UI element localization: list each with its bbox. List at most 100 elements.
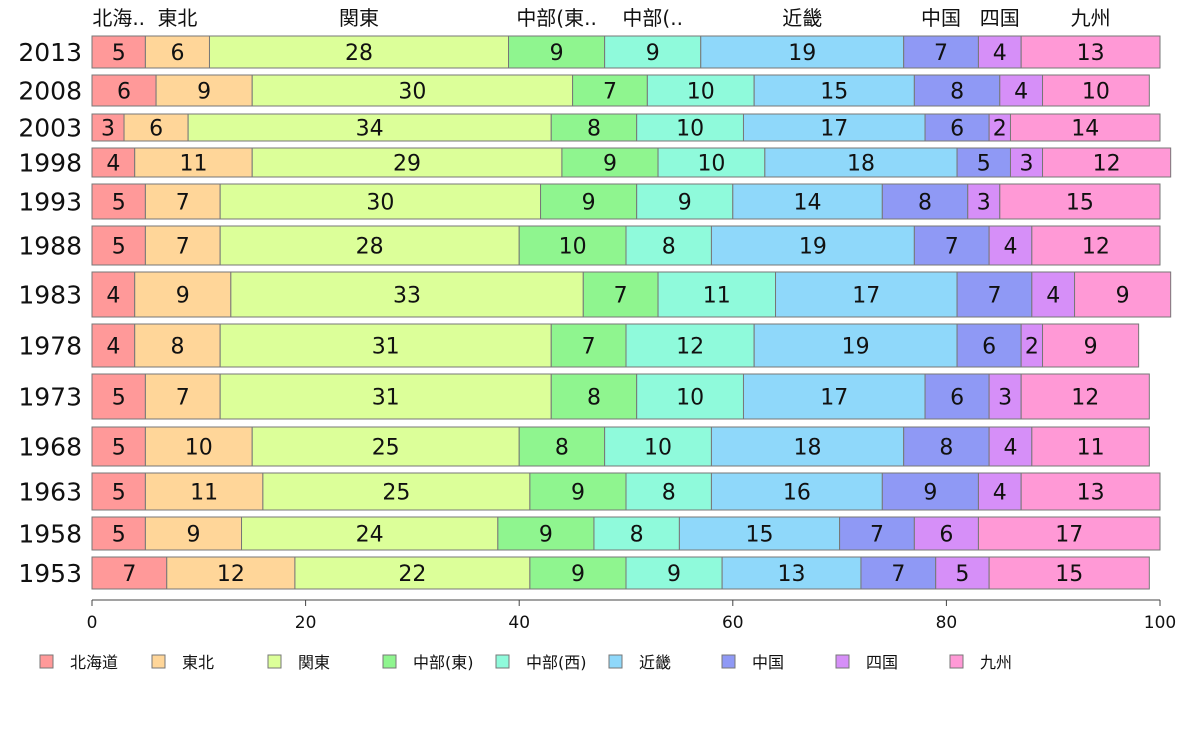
bar-segment — [956, 323, 1022, 368]
legend-swatch — [382, 654, 397, 669]
bar-segment — [144, 225, 221, 266]
bar-segment — [999, 183, 1161, 220]
data-label: 9 — [923, 481, 937, 506]
bar-segment — [144, 516, 243, 551]
data-label: 5 — [955, 562, 969, 587]
legend-item: 北海道 — [39, 653, 118, 672]
data-label: 4 — [1003, 436, 1017, 461]
bar-segment — [166, 556, 296, 590]
bar-segment — [1042, 147, 1172, 178]
bar-segment — [636, 373, 744, 420]
bar-segment — [529, 556, 627, 590]
legend-label: 九州 — [980, 653, 1012, 672]
data-label: 7 — [176, 386, 190, 411]
data-label: 9 — [646, 41, 660, 66]
data-label: 2 — [1025, 335, 1039, 360]
data-label: 10 — [676, 117, 704, 142]
legend-label: 四国 — [866, 653, 898, 672]
bar-segment — [219, 373, 552, 420]
legend-label: 関東 — [298, 653, 330, 672]
bar-segment — [956, 147, 1011, 178]
y-tick-label: 1983 — [18, 281, 82, 310]
data-label: 13 — [778, 562, 806, 587]
data-label: 8 — [918, 191, 932, 216]
data-label: 30 — [366, 191, 394, 216]
bar-segment — [775, 271, 958, 318]
y-tick-label: 1988 — [18, 232, 82, 261]
data-label: 6 — [950, 386, 964, 411]
data-label: 5 — [112, 523, 126, 548]
bar-segment — [924, 113, 990, 142]
data-label: 13 — [1077, 481, 1105, 506]
bar-segment — [1042, 74, 1150, 107]
data-label: 9 — [678, 191, 692, 216]
data-label: 15 — [820, 80, 848, 105]
bar-row-1988: 5 7 28 10 8 19 7 4 12 — [91, 225, 1161, 266]
bar-segment — [1074, 271, 1172, 318]
data-label: 13 — [1077, 41, 1105, 66]
data-label: 28 — [345, 41, 373, 66]
bar-row-1978: 4 8 31 7 12 19 6 2 9 — [91, 323, 1140, 368]
y-axis-labels: 2013 2008 2003 1998 1993 1988 1983 1978 1973 1968… — [18, 38, 82, 588]
data-label: 19 — [788, 41, 816, 66]
bar-segment — [91, 426, 146, 467]
legend-item: 中国 — [721, 653, 784, 672]
bar-segment — [646, 74, 755, 107]
x-axis: 0 20 40 60 80 100 — [87, 599, 1176, 633]
data-label: 9 — [582, 191, 596, 216]
data-label: 7 — [614, 284, 628, 309]
bar-segment — [636, 113, 744, 142]
data-label: 7 — [891, 562, 905, 587]
data-label: 5 — [112, 235, 126, 260]
data-label: 6 — [982, 335, 996, 360]
legend: 北海道 東北 関東 中部(東) 中部(西) 近畿 中国 四国 九州 — [39, 653, 1012, 672]
data-label: 28 — [356, 235, 384, 260]
y-tick-label: 1953 — [18, 559, 82, 588]
data-label: 5 — [112, 436, 126, 461]
bar-segment — [144, 426, 253, 467]
legend-label: 中国 — [752, 653, 784, 672]
bar-row-2003: 3 6 34 8 10 17 6 2 14 — [91, 113, 1161, 142]
data-label: 9 — [197, 80, 211, 105]
data-label: 6 — [950, 117, 964, 142]
bar-segment — [91, 74, 157, 107]
bar-segment — [1042, 323, 1140, 368]
y-tick-label: 1993 — [18, 188, 82, 217]
data-label: 10 — [687, 80, 715, 105]
data-label: 12 — [1093, 152, 1121, 177]
bar-row-1968: 5 10 25 8 10 18 8 4 11 — [91, 426, 1150, 467]
data-label: 10 — [185, 436, 213, 461]
bar-segment — [913, 74, 1001, 107]
bar-segment — [134, 271, 232, 318]
bar-segment — [251, 426, 520, 467]
data-label: 17 — [1055, 523, 1083, 548]
data-label: 24 — [356, 523, 384, 548]
data-label: 5 — [112, 386, 126, 411]
data-label: 12 — [676, 335, 704, 360]
data-label: 8 — [662, 481, 676, 506]
legend-label: 近畿 — [639, 653, 671, 672]
x-tick-label: 40 — [508, 613, 530, 633]
data-label: 2 — [993, 117, 1007, 142]
bar-segment — [518, 225, 627, 266]
data-label: 11 — [1077, 436, 1105, 461]
bar-segment — [251, 147, 563, 178]
bar-row-2008: 6 9 30 7 10 15 8 4 10 — [91, 74, 1150, 107]
data-label: 3 — [101, 117, 115, 142]
data-label: 18 — [847, 152, 875, 177]
bar-segment — [753, 323, 958, 368]
y-tick-label: 1958 — [18, 520, 82, 549]
data-label: 29 — [393, 152, 421, 177]
bar-segment — [187, 113, 552, 142]
data-label: 9 — [186, 523, 200, 548]
data-label: 6 — [939, 523, 953, 548]
bar-segment — [550, 323, 627, 368]
bar-segment — [91, 516, 146, 551]
bar-segment — [91, 271, 136, 318]
data-label: 10 — [697, 152, 725, 177]
bar-segment — [572, 74, 648, 107]
bar-segment — [91, 323, 136, 368]
bar-segment — [657, 271, 777, 318]
y-tick-label: 2003 — [18, 114, 82, 143]
